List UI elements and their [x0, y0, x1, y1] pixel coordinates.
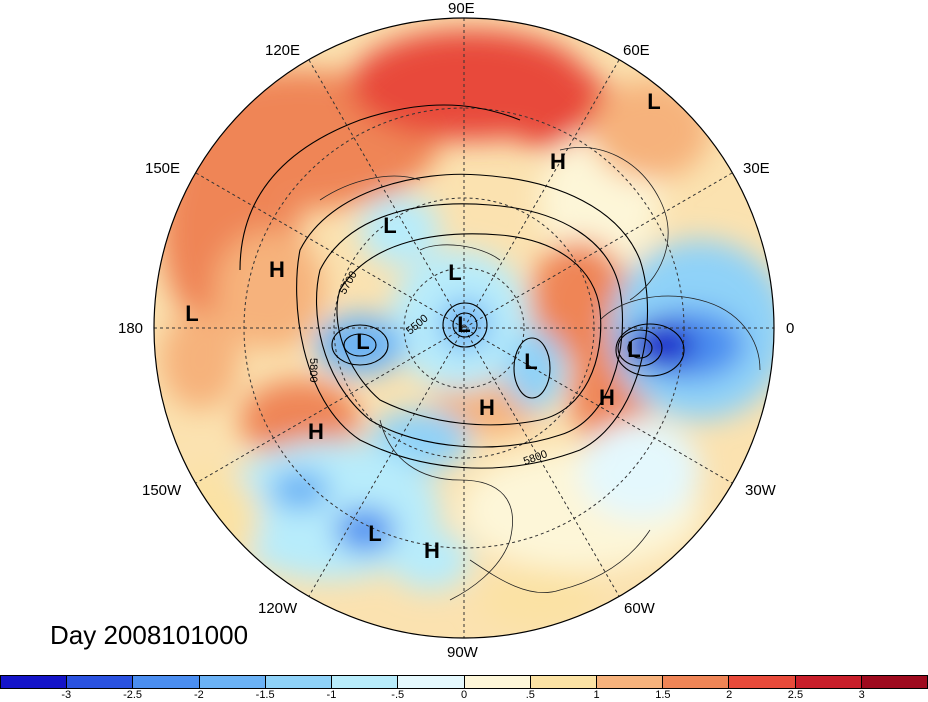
colorbar-tick-label: -.5: [391, 689, 405, 701]
lon-label-30e: 30E: [743, 160, 770, 177]
lon-label-150e: 150E: [145, 160, 181, 177]
contour-label: 5800: [307, 358, 319, 382]
colorbar-tick-label: .5: [525, 689, 535, 701]
lon-label-30w: 30W: [745, 482, 776, 499]
colorbar: [0, 675, 928, 689]
low-center-marker: L: [383, 213, 397, 238]
colorbar-tick-label: -2: [193, 689, 204, 701]
high-center-marker: H: [599, 385, 615, 410]
low-center-marker: L: [627, 337, 641, 362]
colorbar-tick-label: -1: [326, 689, 337, 701]
colorbar-tick-label: -3: [61, 689, 72, 701]
high-center-marker: H: [424, 538, 440, 563]
colorbar-segment: [663, 676, 730, 688]
colorbar-tick-label: 0: [460, 689, 468, 701]
low-center-marker: L: [356, 329, 370, 354]
high-center-marker: H: [550, 149, 566, 174]
low-center-marker: L: [368, 521, 382, 546]
colorbar-segment: [332, 676, 399, 688]
colorbar-segment: [530, 676, 597, 688]
low-center-marker: L: [457, 312, 471, 337]
colorbar-segment: [199, 676, 266, 688]
colorbar-segment: [133, 676, 200, 688]
colorbar-segment: [265, 676, 333, 688]
colorbar-segment: [1, 676, 68, 688]
high-center-marker: H: [479, 395, 495, 420]
low-center-marker: L: [185, 301, 199, 326]
lon-label-150w: 150W: [142, 482, 182, 499]
colorbar-segment: [795, 676, 862, 688]
polar-stereographic-map: 5700 5800 5500 5800: [153, 17, 775, 639]
high-center-marker: H: [308, 419, 324, 444]
colorbar-segment: [596, 676, 664, 688]
colorbar-segment: [861, 676, 928, 688]
lon-label-120e: 120E: [265, 42, 301, 59]
colorbar-tick-label: -2.5: [123, 689, 143, 701]
colorbar-tick-label: -1.5: [255, 689, 275, 701]
lon-label-90w: 90W: [447, 644, 478, 661]
high-center-marker: H: [269, 257, 285, 282]
map-boundary: [153, 17, 775, 639]
graticule: [154, 18, 774, 638]
colorbar-segment: [729, 676, 796, 688]
low-center-marker: L: [647, 89, 661, 114]
colorbar-tick-label: 2.5: [787, 689, 804, 701]
colorbar-tick-label: 1: [593, 689, 600, 701]
lon-label-90e: 90E: [448, 0, 475, 17]
date-title: Day 2008101000: [50, 620, 249, 650]
lon-label-60e: 60E: [623, 42, 650, 59]
low-center-marker: L: [524, 349, 538, 374]
colorbar-tick-label: 2: [726, 689, 733, 701]
colorbar-segment: [464, 676, 531, 688]
low-center-marker: L: [448, 260, 462, 285]
lon-label-0: 0: [786, 320, 795, 337]
lon-label-60w: 60W: [624, 600, 655, 617]
height-contours: [239, 104, 685, 469]
coastlines: [319, 147, 761, 601]
lon-label-120w: 120W: [258, 600, 298, 617]
colorbar-segment: [67, 676, 134, 688]
colorbar-segment: [398, 676, 465, 688]
colorbar-tick-label: 1.5: [655, 689, 671, 701]
colorbar-tick-label: 3: [858, 689, 865, 701]
lon-label-180: 180: [118, 320, 144, 337]
anomaly-field: [154, 18, 774, 638]
